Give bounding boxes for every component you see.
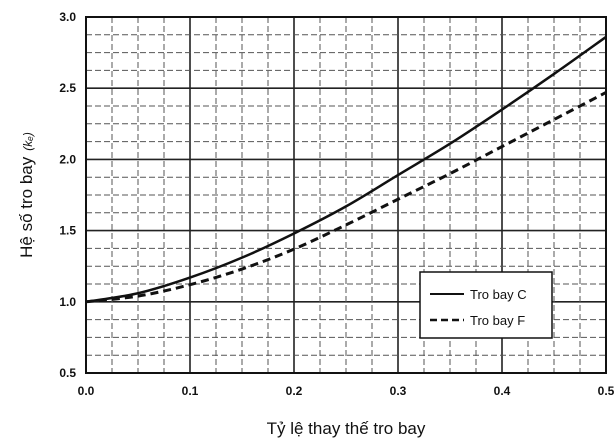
x-axis-label: Tỷ lệ thay thế tro bay [267,419,426,438]
series-line-0 [85,35,607,304]
y-tick-label: 3.0 [59,10,76,24]
y-axis-ticks: 0.5 1.0 1.5 2.0 2.5 3.0 [59,10,76,380]
series-lines [85,35,607,304]
y-tick-label: 1.5 [59,224,76,238]
legend: Tro bay C Tro bay F [419,271,553,339]
x-tick-label: 0.1 [182,384,199,398]
x-tick-label: 0.5 [598,384,615,398]
plot-frame [85,16,607,374]
grid [86,17,606,373]
x-tick-label: 0.2 [286,384,303,398]
x-tick-label: 0.4 [494,384,511,398]
x-tick-label: 0.3 [390,384,407,398]
legend-label-tro-bay-f: Tro bay F [470,313,525,328]
x-tick-label: 0.0 [78,384,95,398]
y-tick-label: 2.5 [59,81,76,95]
y-tick-label: 1.0 [59,295,76,309]
x-axis-ticks: 0.0 0.1 0.2 0.3 0.4 0.5 [78,384,615,398]
y-axis-label-symbol: (kₑ) [21,132,35,151]
y-tick-label: 2.0 [59,152,76,166]
legend-label-tro-bay-c: Tro bay C [470,287,527,302]
y-axis-label: Hệ số tro bay (kₑ) [17,132,36,258]
y-tick-label: 0.5 [59,366,76,380]
y-axis-label-text: Hệ số tro bay [17,156,36,258]
legend-box [419,271,553,339]
